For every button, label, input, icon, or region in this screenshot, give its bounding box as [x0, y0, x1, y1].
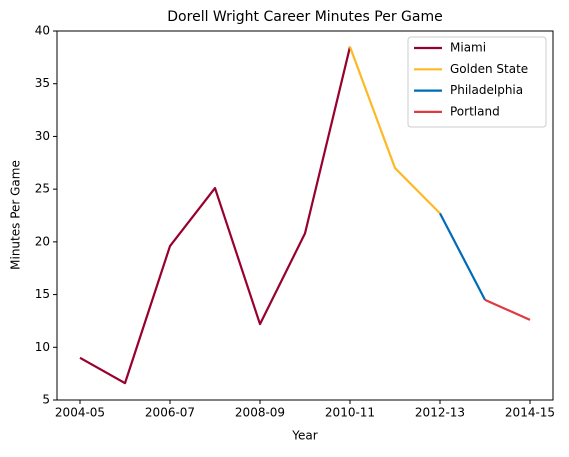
series-line	[348, 46, 441, 215]
y-tick-label: 40	[35, 24, 50, 38]
y-tick-label: 10	[35, 340, 50, 354]
x-axis-label: Year	[291, 429, 317, 443]
legend-label: Golden State	[450, 62, 528, 76]
x-tick-label: 2004-05	[55, 406, 105, 420]
y-tick-label: 35	[35, 76, 50, 90]
y-tick-label: 20	[35, 234, 50, 248]
y-tick-label: 5	[42, 393, 50, 407]
series-line	[79, 46, 352, 385]
x-tick-label: 2006-07	[145, 406, 195, 420]
x-tick-label: 2012-13	[415, 406, 465, 420]
legend-label: Philadelphia	[450, 83, 523, 97]
x-tick-label: 2010-11	[325, 406, 375, 420]
y-axis-label: Minutes Per Game	[9, 160, 23, 270]
plot-frame	[56, 30, 554, 401]
legend-label: Miami	[450, 41, 486, 55]
x-tick-label: 2008-09	[235, 406, 285, 420]
x-tick-label: 2014-15	[505, 406, 555, 420]
y-tick-label: 15	[35, 287, 50, 301]
y-tick-label: 30	[35, 129, 50, 143]
series-line	[439, 212, 486, 301]
chart-title: Dorell Wright Career Minutes Per Game	[167, 9, 442, 25]
series-line	[484, 298, 531, 321]
legend-box	[407, 36, 547, 128]
y-tick-label: 25	[35, 182, 50, 196]
legend-label: Portland	[450, 104, 500, 118]
